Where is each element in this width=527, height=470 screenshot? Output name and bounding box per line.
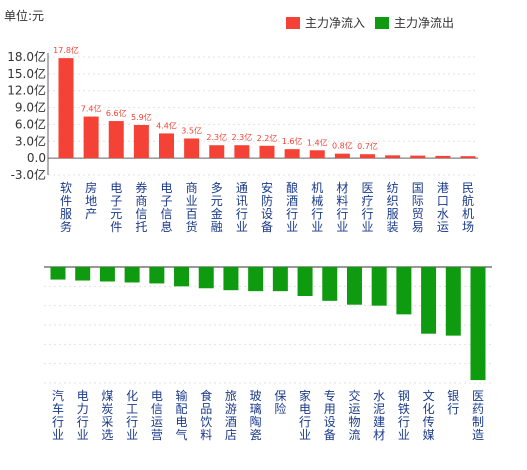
y-tick-label: 6.0亿 [15, 116, 46, 131]
inflow-bar [259, 145, 275, 159]
inflow-data-label: 2.3亿 [232, 132, 253, 142]
inflow-bar [284, 149, 300, 159]
inflow-category-label: 多元金融 [211, 181, 223, 234]
outflow-category-label: 输配电气 [176, 388, 188, 442]
inflow-data-label: 0.8亿 [332, 141, 353, 151]
inflow-bar [159, 133, 174, 159]
outflow-bar [272, 267, 288, 292]
outflow-bar [223, 267, 239, 291]
inflow-bar [334, 153, 350, 159]
inflow-bar [58, 58, 74, 159]
outflow-category-label: 家电行业 [299, 388, 311, 442]
legend: 主力净流入 主力净流出 [286, 14, 454, 31]
inflow-bar [360, 154, 375, 159]
inflow-bar [133, 124, 149, 159]
outflow-category-label: 交运物流 [348, 388, 360, 442]
inflow-bar [83, 116, 99, 159]
outflow-bar [445, 267, 461, 336]
outflow-bar [124, 267, 140, 283]
outflow-bar [297, 267, 313, 296]
y-tick-label: 18.0亿 [7, 49, 46, 64]
inflow-bar [385, 155, 401, 159]
outflow-bar [346, 267, 362, 305]
outflow-bar [421, 267, 437, 334]
legend-inflow-swatch [286, 16, 300, 29]
legend-outflow-label: 主力净流出 [394, 16, 455, 30]
outflow-category-label: 银行 [447, 389, 459, 416]
outflow-category-label: 旅游酒店 [225, 389, 237, 442]
y-tick-label: 9.0亿 [15, 100, 46, 115]
outflow-category-label: 煤炭采选 [101, 389, 113, 442]
inflow-data-label: 0.7亿 [357, 141, 378, 151]
inflow-bar [209, 145, 225, 159]
inflow-category-label: 医疗行业 [361, 181, 373, 234]
y-tick-label: 3.0亿 [15, 133, 46, 148]
outflow-bar [371, 267, 387, 306]
inflow-data-label: 4.4亿 [156, 120, 177, 130]
inflow-bar [309, 150, 325, 159]
inflow-category-label: 软件服务 [60, 181, 72, 234]
outflow-bar [248, 267, 264, 292]
inflow-data-label: 1.4亿 [307, 137, 328, 147]
y-tick-label: 0.0 [27, 151, 46, 165]
inflow-bar [234, 145, 250, 159]
legend-outflow-swatch [375, 16, 390, 29]
outflow-category-label: 水泥建材 [373, 389, 385, 442]
inflow-category-label: 电子元件 [110, 181, 122, 234]
inflow-category-label: 国际贸易 [412, 181, 424, 234]
inflow-category-label: 机械行业 [311, 181, 323, 234]
inflow-category-label: 商业百货 [186, 180, 198, 234]
inflow-category-label: 港口水运 [437, 181, 449, 234]
outflow-category-label: 玻璃陶瓷 [250, 389, 262, 442]
inflow-data-label: 6.6亿 [106, 108, 127, 118]
inflow-category-label: 酿酒行业 [286, 180, 298, 234]
inflow-category-label: 电子信息 [160, 181, 172, 234]
inflow-bar [410, 155, 426, 159]
outflow-bar [174, 267, 190, 287]
inflow-data-label: 2.2亿 [257, 133, 278, 143]
inflow-data-label: 17.8亿 [53, 45, 79, 55]
outflow-category-label: 保险 [274, 389, 286, 416]
inflow-category-label: 房地产 [85, 180, 97, 221]
inflow-category-label: 民航机场 [462, 181, 474, 234]
outflow-bar [149, 267, 165, 284]
inflow-data-label: 7.4亿 [81, 104, 102, 114]
outflow-category-label: 电信运营 [151, 389, 163, 442]
inflow-bar [435, 155, 451, 159]
inflow-data-label: 3.5亿 [181, 125, 202, 135]
inflow-category-label: 纺织服装 [387, 181, 399, 234]
outflow-bar [75, 267, 91, 281]
inflow-category-label: 通讯行业 [236, 181, 248, 234]
inflow-category-label: 券商信托 [135, 180, 147, 234]
inflow-bar [184, 138, 200, 159]
outflow-bar [470, 267, 486, 381]
legend-inflow-label: 主力净流入 [305, 16, 366, 30]
unit-label: 单位:元 [4, 9, 45, 23]
outflow-category-label: 汽车行业 [52, 388, 64, 442]
outflow-category-label: 钢铁行业 [398, 389, 410, 442]
inflow-data-label: 5.9亿 [131, 112, 152, 122]
inflow-bar [460, 156, 476, 159]
outflow-bar [50, 267, 66, 280]
outflow-category-label: 食品饮料 [200, 388, 212, 442]
outflow-bar [322, 267, 338, 301]
outflow-category-label: 医药制造 [472, 389, 484, 442]
outflow-bar [198, 267, 214, 289]
y-tick-label: -3.0亿 [11, 167, 46, 182]
outflow-category-label: 化工行业 [126, 389, 138, 442]
outflow-category-label: 文化传媒 [423, 388, 435, 442]
outflow-category-label: 电力行业 [77, 389, 89, 442]
y-tick-label: 12.0亿 [7, 83, 46, 98]
outflow-bar [99, 267, 115, 282]
inflow-category-label: 材料行业 [336, 181, 348, 234]
inflow-data-label: 2.3亿 [206, 132, 227, 142]
y-tick-label: 15.0亿 [7, 66, 46, 81]
inflow-category-label: 安防设备 [261, 180, 273, 234]
inflow-bar [108, 121, 124, 159]
inflow-data-label: 1.6亿 [282, 136, 303, 146]
outflow-bar [396, 267, 412, 315]
outflow-category-label: 专用设备 [324, 388, 336, 442]
